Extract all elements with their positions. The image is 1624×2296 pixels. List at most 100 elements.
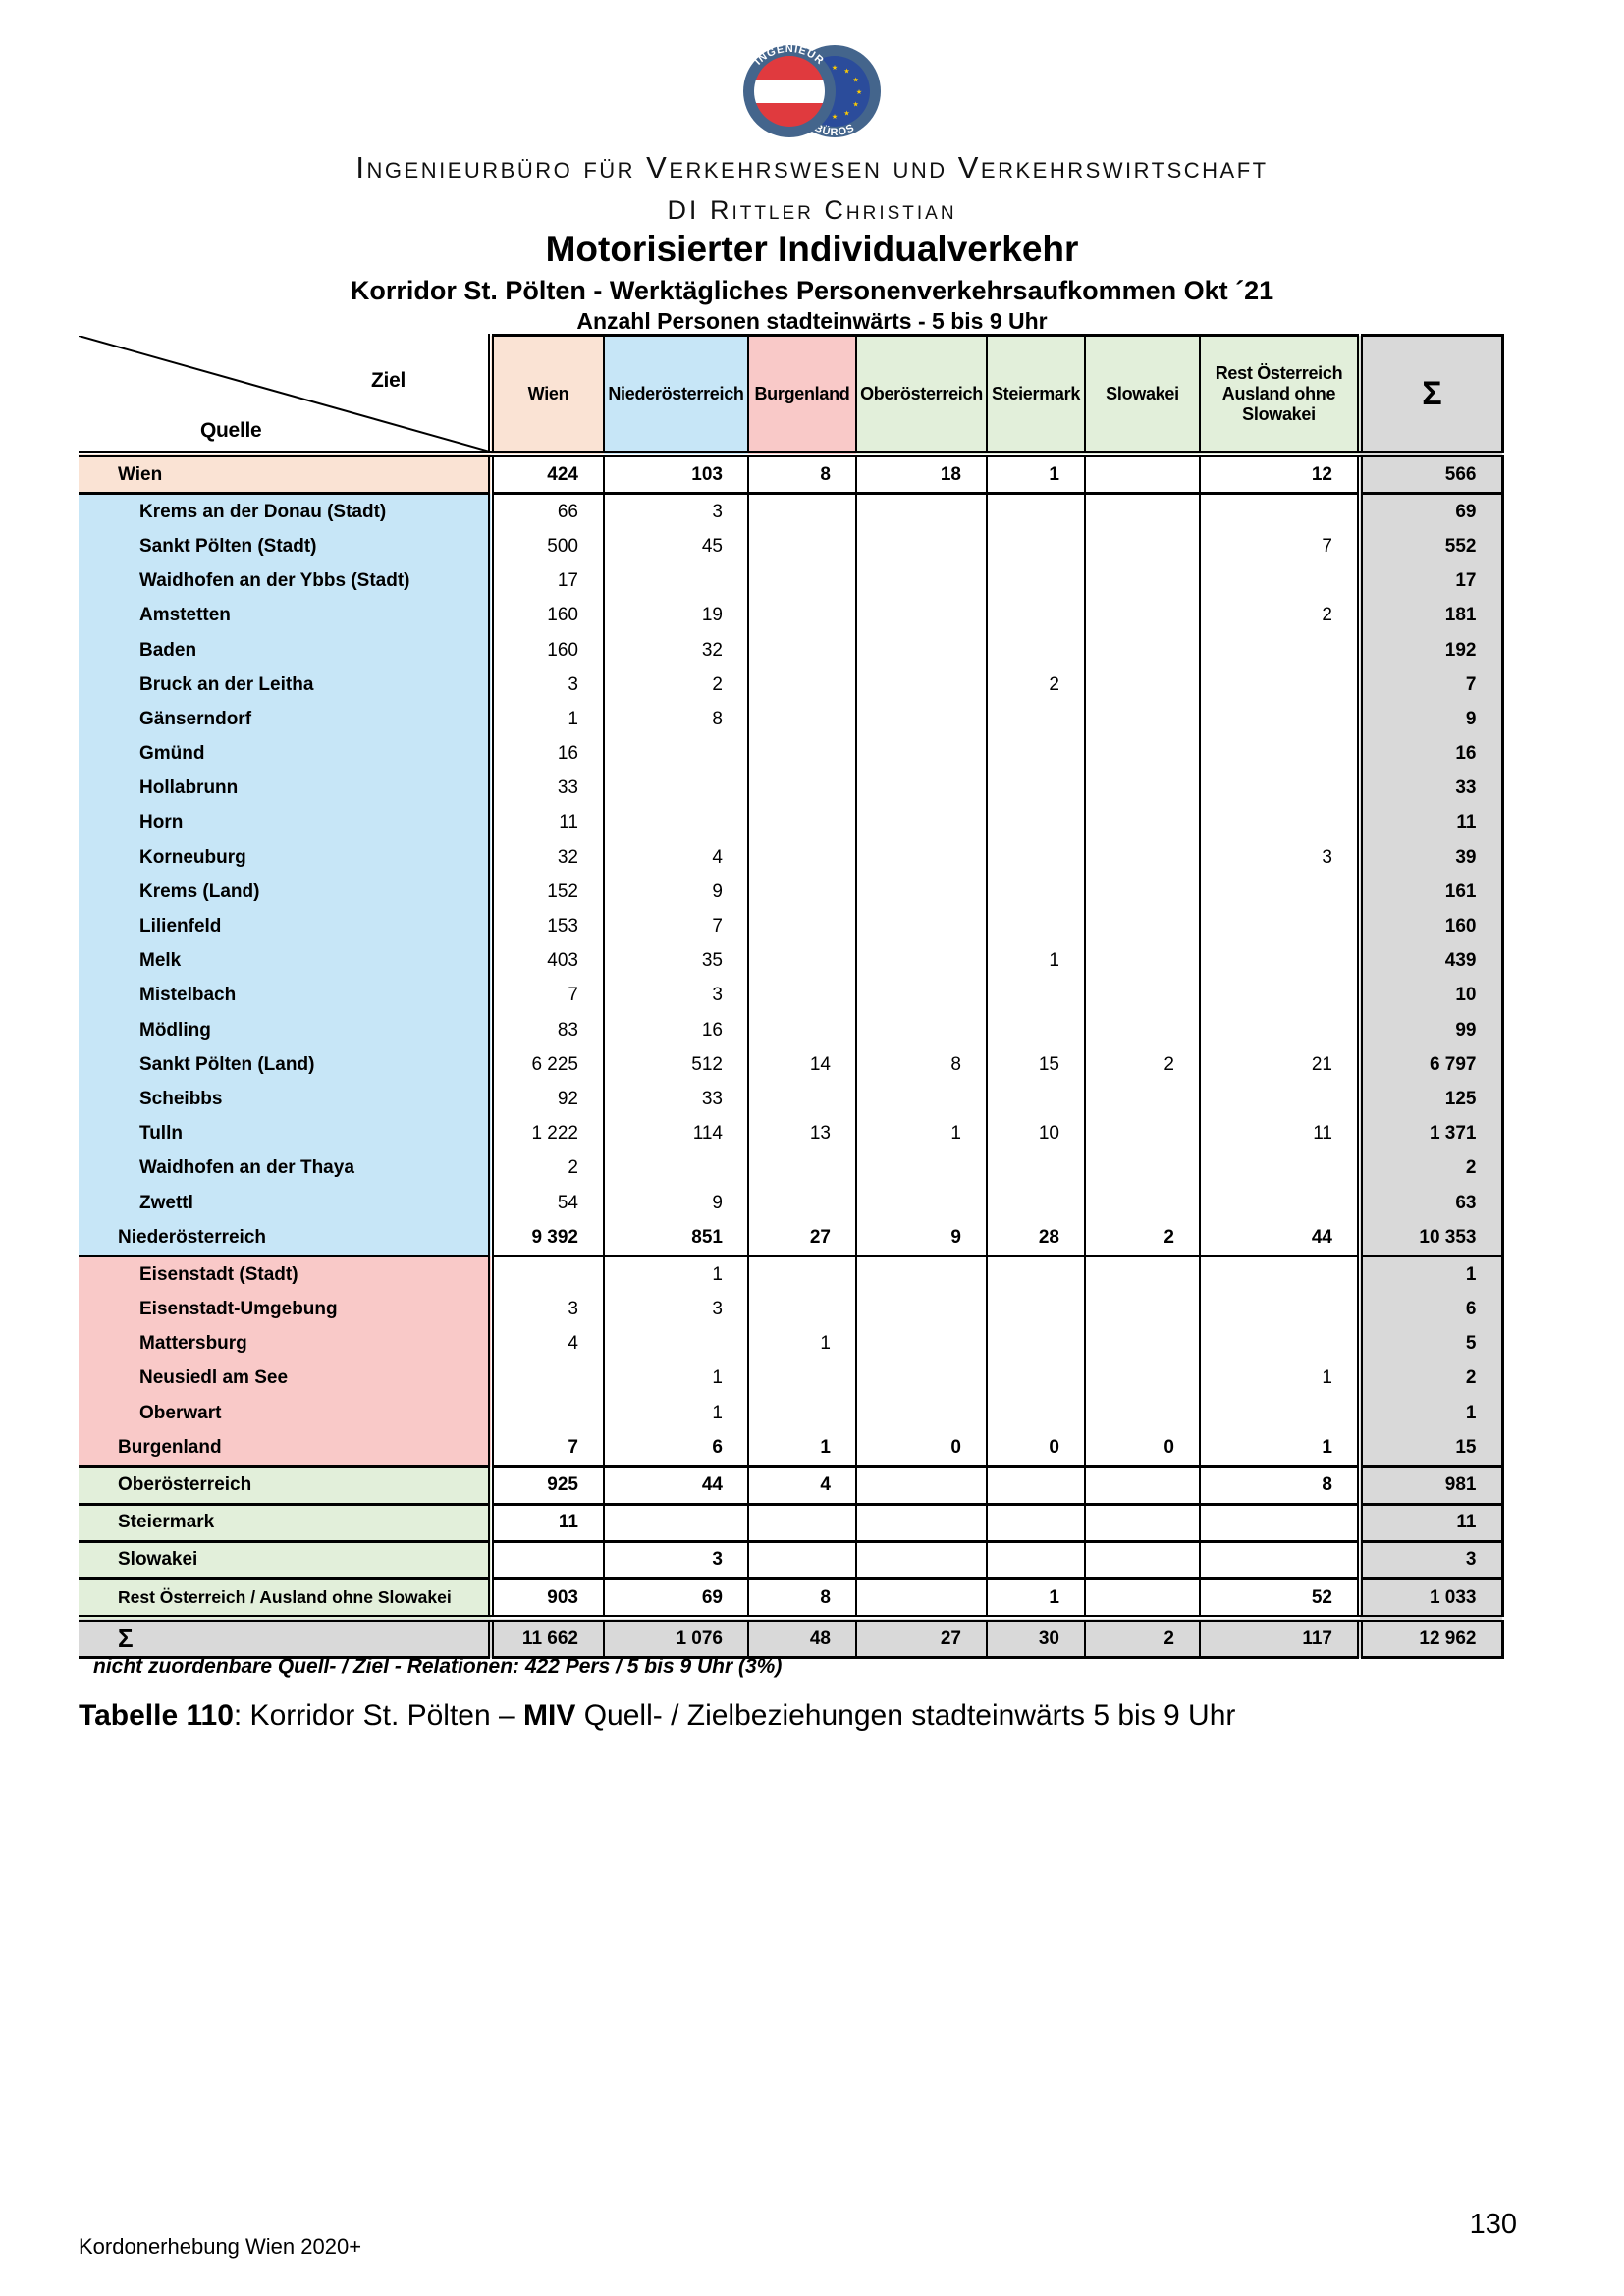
matrix-cell (1199, 943, 1360, 979)
matrix-cell: 27 (747, 1220, 856, 1258)
matrix-cell (855, 667, 987, 703)
matrix-cell (488, 1361, 604, 1397)
row-label: Sankt Pölten (Land) (79, 1047, 491, 1083)
matrix-cell (1199, 771, 1360, 806)
matrix-cell: 32 (488, 840, 604, 876)
row-label: Oberösterreich (79, 1466, 491, 1506)
matrix-cell (855, 493, 987, 530)
matrix-cell (1199, 1396, 1360, 1431)
footer-source: Kordonerhebung Wien 2020+ (79, 2234, 362, 2259)
matrix-cell (855, 1150, 987, 1186)
matrix-cell: 35 (603, 943, 748, 979)
company-logo: ★★ ★★ ★★ ★★ ★★ ★★ BÜROS INGENIEUR (743, 43, 881, 138)
table-row: Slowakei 3 3 (79, 1541, 1504, 1581)
matrix-cell: 8 (747, 454, 856, 496)
matrix-cell (603, 1504, 748, 1543)
matrix-cell (1084, 1361, 1200, 1397)
column-header-sigma: Σ (1357, 334, 1504, 457)
row-sum-cell: 552 (1357, 529, 1504, 564)
table-row: Gmünd 16 16 (79, 736, 1504, 772)
caption-text1: : Korridor St. Pölten – (233, 1699, 524, 1732)
matrix-cell (488, 1255, 604, 1293)
row-sum-cell: 63 (1357, 1185, 1504, 1221)
matrix-cell (855, 805, 987, 841)
row-sum-cell: 566 (1357, 454, 1504, 496)
row-label: Tulln (79, 1116, 491, 1151)
matrix-cell: 1 (1199, 1361, 1360, 1397)
row-label: Oberwart (79, 1396, 491, 1431)
row-sum-cell: 7 (1357, 667, 1504, 703)
matrix-cell: 153 (488, 909, 604, 944)
svg-text:★: ★ (853, 77, 859, 84)
matrix-cell (855, 1255, 987, 1293)
row-sum-cell: 981 (1357, 1466, 1504, 1506)
matrix-cell (1084, 1082, 1200, 1117)
row-sum-cell: 15 (1357, 1430, 1504, 1468)
row-sum-cell: 10 (1357, 978, 1504, 1013)
row-sum-cell: 1 033 (1357, 1578, 1504, 1619)
row-label: Sankt Pölten (Stadt) (79, 529, 491, 564)
matrix-cell: 7 (488, 978, 604, 1013)
page-subtitle: Korridor St. Pölten - Werktägliches Pers… (350, 276, 1274, 305)
matrix-cell: 10 (986, 1116, 1085, 1151)
matrix-cell: 1 (603, 1361, 748, 1397)
matrix-cell (747, 1361, 856, 1397)
matrix-cell: 1 076 (603, 1615, 748, 1660)
matrix-cell: 11 662 (488, 1615, 604, 1660)
matrix-cell (747, 667, 856, 703)
table-row: Rest Österreich / Ausland ohne Slowakei 9… (79, 1578, 1504, 1619)
matrix-cell (747, 736, 856, 772)
table-row: Wien 424 103 8 18 1 12 566 (79, 454, 1504, 496)
row-sum-cell: 69 (1357, 493, 1504, 530)
matrix-cell (855, 909, 987, 944)
matrix-cell (747, 875, 856, 910)
matrix-cell (986, 1504, 1085, 1543)
matrix-cell (747, 805, 856, 841)
table-row: Amstetten 160 19 2 181 (79, 598, 1504, 633)
row-label: Zwettl (79, 1185, 491, 1221)
matrix-cell (747, 943, 856, 979)
matrix-cell: 8 (855, 1047, 987, 1083)
table-row: Baden 160 32 192 (79, 632, 1504, 668)
page-subtitle2: Anzahl Personen stadteinwärts - 5 bis 9 … (576, 308, 1048, 334)
matrix-cell (1084, 598, 1200, 633)
row-sum-cell: 33 (1357, 771, 1504, 806)
matrix-cell (1199, 1255, 1360, 1293)
matrix-cell: 9 392 (488, 1220, 604, 1258)
svg-text:★: ★ (856, 88, 862, 96)
matrix-cell (986, 805, 1085, 841)
matrix-cell: 33 (603, 1082, 748, 1117)
matrix-cell: 12 (1199, 454, 1360, 496)
header-row: Ziel Quelle Wien Niederösterreich Burgenla… (79, 334, 1504, 457)
matrix-cell (986, 563, 1085, 599)
matrix-cell (1084, 1504, 1200, 1543)
matrix-cell: 11 (488, 1504, 604, 1543)
row-label: Waidhofen an der Ybbs (Stadt) (79, 563, 491, 599)
matrix-cell (1084, 1013, 1200, 1048)
row-label: Wien (79, 454, 491, 496)
matrix-cell (488, 1541, 604, 1581)
company-person: DI Rittler Christian (667, 195, 957, 225)
matrix-cell: 512 (603, 1047, 748, 1083)
row-label: Hollabrunn (79, 771, 491, 806)
matrix-cell (1084, 875, 1200, 910)
matrix-cell: 1 (747, 1430, 856, 1468)
svg-text:★: ★ (832, 64, 838, 72)
row-label: Bruck an der Leitha (79, 667, 491, 703)
matrix-cell (747, 563, 856, 599)
matrix-cell (1199, 1292, 1360, 1327)
matrix-cell (1199, 1541, 1360, 1581)
matrix-cell (1199, 805, 1360, 841)
matrix-cell: 9 (855, 1220, 987, 1258)
matrix-cell: 16 (603, 1013, 748, 1048)
row-sum-cell: 1 (1357, 1396, 1504, 1431)
matrix-cell (986, 771, 1085, 806)
matrix-cell (855, 529, 987, 564)
matrix-cell (986, 736, 1085, 772)
table-row: Mistelbach 7 3 10 (79, 978, 1504, 1013)
matrix-cell: 0 (1084, 1430, 1200, 1468)
matrix-cell (855, 598, 987, 633)
matrix-cell: 13 (747, 1116, 856, 1151)
matrix-cell (855, 1082, 987, 1117)
matrix-cell: 17 (488, 563, 604, 599)
